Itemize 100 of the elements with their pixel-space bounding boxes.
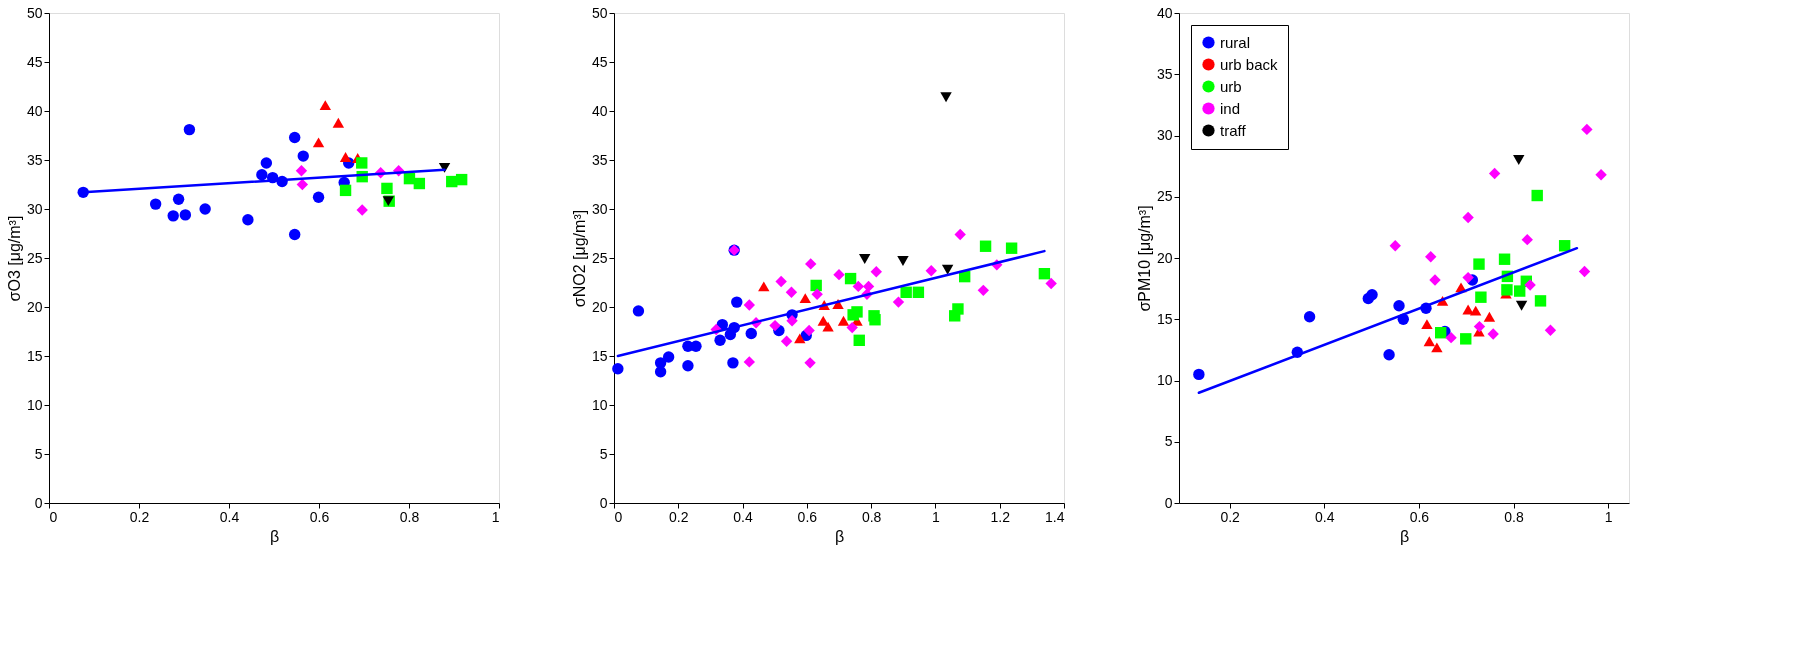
point	[1393, 300, 1405, 312]
point	[312, 191, 325, 203]
point	[1462, 271, 1474, 284]
point	[312, 137, 325, 148]
point	[811, 288, 823, 300]
point	[319, 100, 331, 111]
point	[1487, 328, 1499, 340]
x-tick-label: 0.4	[219, 508, 240, 525]
point	[1531, 189, 1543, 202]
x-tick-label: 0.6	[1409, 508, 1430, 525]
point	[1445, 331, 1457, 344]
point	[1475, 291, 1487, 303]
y-tick-label: 25	[591, 249, 608, 266]
point	[1544, 324, 1557, 336]
point	[1462, 211, 1474, 224]
point	[837, 315, 850, 326]
point	[1423, 336, 1436, 347]
y-tick-label: 10	[26, 396, 43, 413]
legend-label: urb back	[1220, 55, 1279, 73]
point	[1498, 253, 1511, 265]
y-tick-label: 50	[591, 4, 608, 21]
point	[289, 131, 301, 144]
point	[690, 340, 702, 352]
point	[1581, 123, 1593, 136]
y-axis-title: σO3 [μg/m³]	[5, 215, 23, 302]
point	[714, 334, 726, 347]
point	[862, 280, 875, 293]
y-tick-label: 25	[26, 249, 43, 266]
point	[1488, 167, 1501, 180]
y-tick-label: 30	[591, 200, 608, 217]
point	[1389, 240, 1401, 252]
point	[727, 357, 739, 369]
legend-label: ind	[1220, 99, 1241, 117]
point	[149, 198, 162, 210]
y-tick-label: 0	[599, 494, 608, 511]
x-tick-label: 0.8	[861, 508, 882, 525]
y-axis-title: σNO2 [μg/m³]	[570, 209, 588, 308]
point	[775, 275, 787, 288]
y-tick-label: 30	[26, 200, 43, 217]
point	[979, 240, 992, 252]
point	[1513, 285, 1526, 297]
point	[1045, 277, 1057, 290]
point	[1005, 242, 1018, 254]
x-tick-label: 0.2	[669, 508, 689, 525]
point	[869, 314, 881, 326]
y-tick-label: 15	[26, 347, 43, 364]
point	[786, 315, 798, 327]
point	[1534, 295, 1547, 307]
point	[846, 321, 858, 334]
point	[339, 184, 352, 197]
point	[731, 296, 743, 308]
point	[183, 123, 196, 136]
y-tick-label: 40	[1156, 4, 1173, 21]
y-tick-label: 20	[591, 298, 608, 315]
y-tick-label: 40	[26, 102, 43, 119]
point	[940, 92, 952, 103]
y-tick-label: 50	[26, 4, 43, 21]
point	[1578, 265, 1591, 278]
point	[1425, 251, 1437, 263]
point	[612, 363, 624, 375]
point	[822, 321, 834, 332]
point	[1521, 233, 1533, 246]
point	[662, 351, 675, 363]
point	[844, 272, 857, 285]
point	[1038, 267, 1051, 280]
point	[413, 177, 426, 190]
point	[892, 296, 905, 308]
point	[1366, 289, 1378, 301]
y-tick-label: 45	[591, 53, 608, 70]
point	[172, 193, 185, 205]
point	[296, 178, 309, 191]
point	[785, 286, 798, 298]
point	[179, 209, 192, 221]
point	[1469, 305, 1482, 316]
y-tick-label: 0	[1164, 494, 1173, 511]
x-axis-title: β	[834, 527, 845, 545]
point	[256, 169, 268, 181]
point	[1429, 274, 1441, 286]
x-tick-label: 1	[932, 508, 941, 525]
y-tick-label: 10	[591, 396, 608, 413]
x-tick-label: 0.8	[1504, 508, 1524, 525]
point	[870, 266, 882, 278]
point	[743, 356, 756, 368]
point	[1515, 300, 1528, 311]
point	[260, 157, 273, 169]
legend-label: rural	[1220, 33, 1251, 51]
point	[356, 204, 368, 216]
point	[810, 279, 822, 292]
point	[941, 264, 954, 275]
x-tick-label: 0.4	[1315, 508, 1335, 525]
x-tick-label: 0.4	[733, 508, 754, 525]
point	[1595, 169, 1607, 181]
point	[794, 333, 806, 344]
y-tick-label: 20	[1156, 249, 1173, 266]
point	[1303, 311, 1316, 323]
point	[1460, 333, 1472, 345]
legend-label: urb	[1220, 77, 1242, 95]
point	[1483, 311, 1496, 322]
point	[925, 265, 937, 277]
point	[356, 157, 368, 169]
